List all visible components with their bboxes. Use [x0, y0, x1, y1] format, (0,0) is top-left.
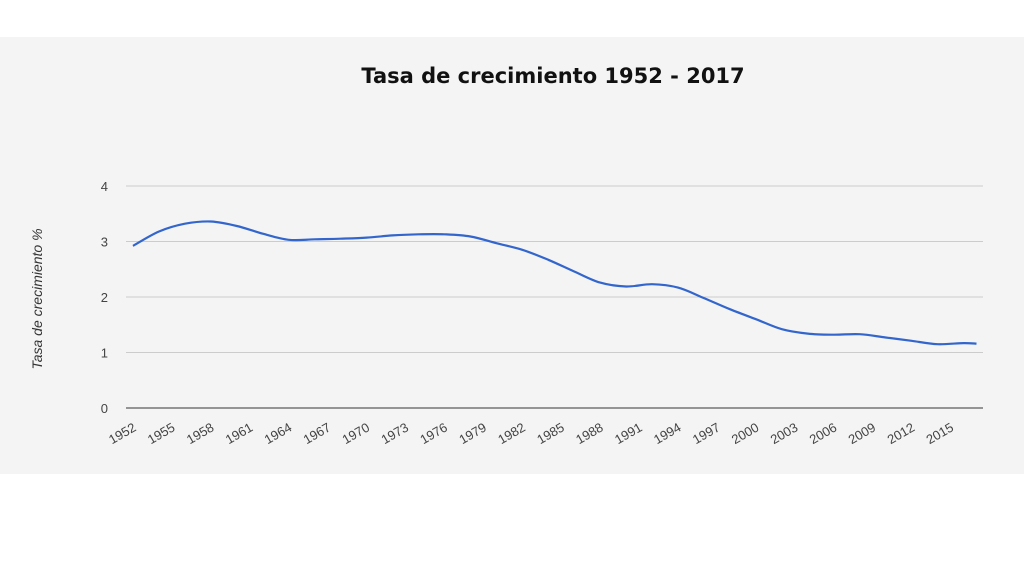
- x-tick-label: 1979: [456, 420, 489, 447]
- x-tick-label: 1982: [495, 420, 528, 447]
- x-tick-label: 2009: [846, 420, 879, 447]
- y-tick-label: 0: [101, 401, 108, 416]
- x-tick-label: 1970: [340, 420, 373, 447]
- y-tick-label: 4: [101, 179, 108, 194]
- x-tick-label: 2000: [729, 420, 762, 447]
- x-tick-label: 2012: [885, 420, 918, 447]
- x-tick-label: 1955: [145, 420, 178, 447]
- y-tick-label: 2: [101, 290, 108, 305]
- x-tick-label: 1976: [417, 420, 450, 447]
- series-line: [132, 220, 977, 346]
- y-tick-label: 3: [101, 235, 108, 250]
- y-axis-label: Tasa de crecimiento %: [29, 228, 45, 369]
- x-tick-label: 2006: [807, 420, 840, 447]
- x-tick-label: 1964: [262, 420, 295, 447]
- chart-background: [0, 37, 1024, 474]
- y-tick-label: 1: [101, 346, 108, 361]
- x-tick-label: 1994: [651, 420, 684, 447]
- x-tick-label: 1967: [301, 420, 334, 447]
- x-tick-label: 1988: [573, 420, 606, 447]
- chart-title: Tasa de crecimiento 1952 - 2017: [361, 64, 745, 88]
- x-tick-label: 2015: [924, 420, 957, 447]
- x-tick-label: 1952: [106, 420, 139, 447]
- x-tick-label: 1991: [612, 420, 645, 447]
- x-tick-label: 1961: [223, 420, 256, 447]
- x-tick-label: 1997: [690, 420, 723, 447]
- x-tick-label: 1985: [534, 420, 567, 447]
- x-tick-label: 2003: [768, 420, 801, 447]
- x-tick-label: 1973: [378, 420, 411, 447]
- x-tick-label: 1958: [184, 420, 217, 447]
